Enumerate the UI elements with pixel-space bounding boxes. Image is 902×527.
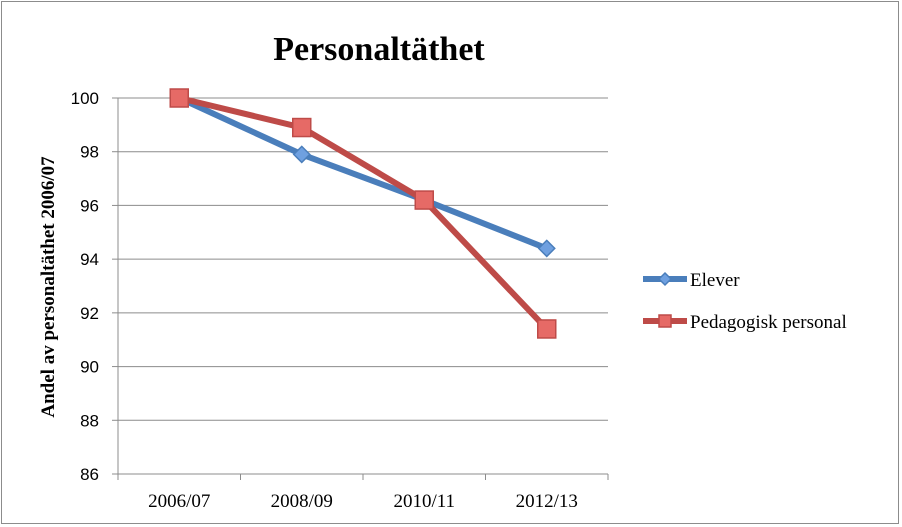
y-tick-label: 96 (80, 196, 99, 215)
series-line (176, 95, 550, 252)
series (169, 88, 557, 339)
axes (112, 97, 609, 480)
y-tick-label: 86 (80, 465, 99, 484)
series-1 (170, 88, 556, 258)
data-point (292, 117, 312, 138)
data-point (169, 88, 189, 108)
y-tick-labels: 86 88 90 92 94 96 98 100 (71, 89, 99, 484)
x-tick-label: 2006/07 (148, 491, 210, 512)
y-tick-label: 98 (80, 143, 99, 162)
data-point (292, 145, 311, 164)
legend-item: Pedagogisk personal (643, 312, 847, 333)
legend-label: Pedagogisk personal (690, 312, 847, 333)
series-2 (169, 88, 557, 339)
x-tick-label: 2012/13 (516, 491, 578, 512)
legend-item: Elever (643, 270, 740, 291)
series-line (176, 95, 550, 332)
x-tick-label: 2010/11 (393, 491, 455, 512)
x-tick-label: 2008/09 (271, 491, 333, 512)
data-point (537, 319, 557, 339)
legend-marker (658, 314, 672, 328)
data-point (414, 190, 434, 210)
legend-marker (657, 271, 673, 287)
y-tick-label: 90 (80, 358, 99, 377)
legend-label: Elever (690, 270, 740, 291)
gridlines (118, 97, 608, 421)
data-point (537, 239, 556, 258)
legend: Elever Pedagogisk personal (643, 270, 847, 333)
y-axis-label: Andel av personaltäthet 2006/07 (38, 156, 59, 418)
y-tick-label: 92 (80, 304, 99, 323)
y-tick-label: 94 (80, 250, 99, 269)
x-tick-labels: 2006/07 2008/09 2010/11 2012/13 (148, 491, 578, 512)
y-tick-label: 100 (71, 89, 99, 108)
chart-title: Personaltäthet (273, 31, 485, 68)
y-tick-label: 88 (80, 411, 99, 430)
